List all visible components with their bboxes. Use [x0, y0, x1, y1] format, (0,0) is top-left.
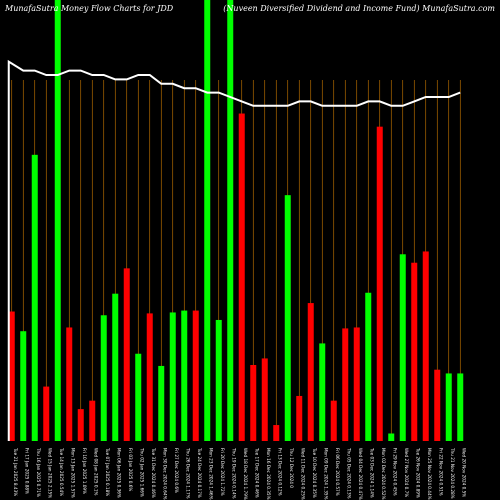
bar: [376, 126, 383, 441]
x-tick-label: Fri 27 Dec 2024 0.6%: [174, 448, 179, 493]
bar: [204, 0, 211, 441]
bar: [353, 327, 360, 441]
series-line: [7, 59, 461, 441]
bar: [330, 400, 337, 441]
bar: [146, 313, 153, 441]
x-tick-label: Tue 21 Jan 2025 8.43%: [13, 447, 18, 496]
x-tick-label: Wed 18 Dec 2024 1.79%: [243, 448, 248, 500]
x-tick-label: Mon 09 Dec 2024 1.35%: [323, 448, 328, 500]
chart-title-left: MunafaSutra Money Flow Charts for JDD: [5, 4, 174, 13]
x-tick-label: Tue 10 Dec 2024 0.35%: [312, 447, 317, 498]
bar: [31, 154, 38, 441]
x-tick-label: Mon 02 Dec 2024 0.52%: [381, 448, 386, 500]
bar: [43, 386, 50, 441]
bar: [192, 310, 199, 441]
x-tick-label: Mon 16 Dec 2024 0.35%: [266, 448, 271, 500]
x-tick-label: Thu 02 Jan 2025 1.66%: [139, 447, 144, 497]
x-tick-label: Mon 25 Nov 2024 0.44%: [427, 448, 432, 500]
bar: [261, 358, 268, 441]
bar: [250, 364, 257, 441]
bar: [54, 0, 61, 441]
x-tick-label: Fri 22 Nov 2024 0.51%: [438, 448, 443, 496]
bar: [20, 331, 27, 441]
x-tick-label: Tue 03 Dec 2024 1.14%: [369, 447, 374, 498]
x-tick-label: Wed 04 Dec 2024 0.47%: [358, 448, 363, 500]
x-tick-label: Wed 11 Dec 2024 0.25%: [300, 448, 305, 500]
bar: [215, 319, 222, 441]
bar: [273, 425, 280, 441]
x-tick-label: Tue 26 Nov 2024 0.89%: [415, 447, 420, 498]
x-tick-label: Thu 26 Dec 2024 1.17%: [185, 447, 190, 499]
x-tick-label: Fri 29 Nov 2024 0.45%: [392, 448, 397, 496]
x-tick-label: Thu 16 Jan 2025 0.71%: [36, 447, 41, 497]
x-tick-label: Wed 27 Nov 2024 0.7%: [404, 448, 409, 497]
bar: [319, 343, 326, 441]
x-tick-label: Tue 31 Dec 2024 0.46%: [151, 447, 156, 498]
x-tick-label: Fri 10 Jan 2025 1.09%: [82, 448, 87, 494]
x-tick-label: Thu 19 Dec 2024 0.14%: [231, 447, 236, 499]
bar: [227, 0, 234, 441]
bar: [284, 195, 291, 441]
x-tick-label: Fri 06 Dec 2024 0.57%: [335, 448, 340, 496]
x-tick-label: Thu 12 Dec 2024 0: [289, 447, 294, 488]
bar: [8, 311, 15, 441]
x-tick-label: Mon 23 Dec 2024 1.46%: [208, 448, 213, 500]
x-tick-label: Mon 30 Dec 2024 0.64%: [162, 448, 167, 500]
bar: [77, 409, 84, 441]
x-tick-label: Fri 13 Dec 2024 0.12%: [277, 448, 282, 496]
bar: [181, 310, 188, 441]
bar: [457, 373, 464, 441]
x-tick-label: Wed 08 Jan 2025 0.1%: [93, 448, 98, 496]
x-tick-label: Tue 24 Dec 2024 0.17%: [197, 447, 202, 498]
bar: [342, 328, 349, 441]
bar: [100, 315, 107, 441]
bar: [123, 268, 130, 441]
bar: [388, 433, 395, 441]
x-tick-label: Thu 21 Nov 2024 0.28%: [450, 447, 455, 499]
x-tick-label: Thu 05 Dec 2024 0.13%: [346, 447, 351, 499]
x-tick-label: Fri 03 Jan 2025 0.6%: [128, 448, 133, 491]
bar: [238, 113, 245, 441]
bar: [365, 292, 372, 441]
bar: [169, 312, 176, 441]
bar: [66, 327, 73, 441]
bar: [158, 365, 165, 441]
bar: [434, 369, 441, 441]
bar: [445, 373, 452, 441]
bar: [307, 303, 314, 441]
x-tick-label: Mon 13 Jan 2025 1.57%: [70, 448, 75, 498]
x-tick-label: Wed 15 Jan 2025 2.15%: [47, 448, 52, 498]
chart-title-right: (Nuveen Diversified Dividend and Income …: [223, 4, 495, 13]
x-tick-label: Mon 06 Jan 2025 0.36%: [116, 448, 121, 498]
bar: [411, 262, 418, 441]
bar: [422, 251, 429, 441]
bar: [89, 400, 96, 441]
x-tick-label: Tue 17 Dec 2024 0.46%: [254, 447, 259, 498]
x-tick-label: Tue 14 Jan 2025 0.54%: [59, 447, 64, 496]
bar: [112, 293, 119, 441]
x-tick-label: Fri 17 Jan 2025 0.88%: [24, 448, 29, 494]
bar: [296, 395, 303, 441]
x-tick-label: Wed 20 Nov 2024 0.5%: [461, 448, 466, 497]
x-tick-label: Fri 20 Dec 2024 1.72%: [220, 448, 225, 496]
bar: [135, 353, 142, 441]
bar: [399, 254, 406, 441]
x-tick-label: Tue 07 Jan 2025 0.18%: [105, 447, 110, 496]
